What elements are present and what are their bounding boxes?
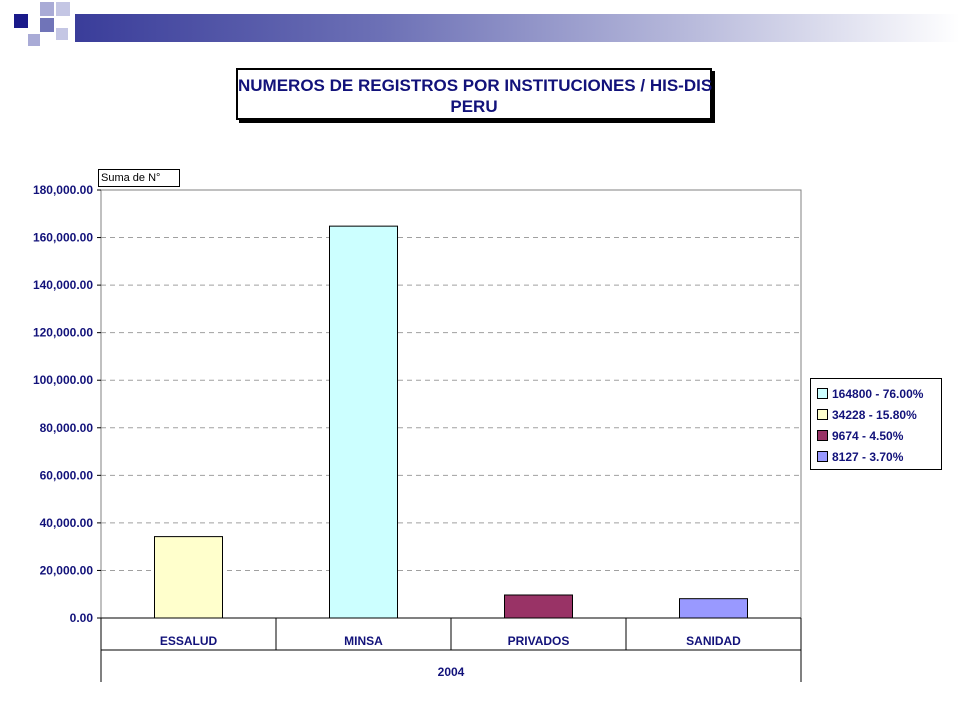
header-square-light [56, 2, 70, 16]
legend-item: 9674 - 4.50% [817, 425, 941, 446]
header-square-light [40, 2, 54, 16]
bar-sanidad [679, 598, 748, 619]
x-category-label: PRIVADOS [508, 634, 570, 648]
legend: 164800 - 76.00% 34228 - 15.80% 9674 - 4.50… [810, 378, 942, 470]
y-tick-label: 40,000.00 [40, 516, 94, 530]
y-tick-label: 140,000.00 [33, 278, 93, 292]
legend-swatch [817, 409, 828, 420]
x-category-label: MINSA [344, 634, 383, 648]
legend-swatch [817, 451, 828, 462]
header-square-mid [40, 18, 54, 32]
header-band [75, 14, 960, 42]
header-square-light [28, 34, 40, 46]
legend-label: 164800 - 76.00% [832, 386, 924, 401]
bar-essalud [154, 536, 223, 619]
legend-label: 34228 - 15.80% [832, 407, 917, 422]
bar-minsa [329, 225, 398, 619]
legend-label: 9674 - 4.50% [832, 428, 904, 443]
bar-privados [504, 594, 573, 619]
bars [154, 225, 748, 619]
grid-lines [101, 237, 801, 571]
header-square-light [56, 28, 68, 40]
x-category-label: SANIDAD [686, 634, 741, 648]
x-axis: ESSALUD MINSA PRIVADOS SANIDAD 2004 [100, 617, 802, 682]
y-tick-label: 180,000.00 [33, 183, 93, 197]
x-category-label: ESSALUD [160, 634, 218, 648]
legend-swatch [817, 388, 828, 399]
header-square-dark [14, 14, 28, 28]
y-tick-label: 20,000.00 [40, 563, 94, 577]
chart-title-line2: PERU [450, 97, 498, 116]
legend-item: 34228 - 15.80% [817, 404, 941, 425]
measure-label: Suma de N° [98, 169, 180, 187]
legend-swatch [817, 430, 828, 441]
x-group-label: 2004 [438, 665, 465, 679]
legend-item: 164800 - 76.00% [817, 383, 941, 404]
y-axis-ticks: 0.00 20,000.00 40,000.00 60,000.00 80,000.00… [33, 183, 101, 625]
y-tick-label: 120,000.00 [33, 326, 93, 340]
y-tick-label: 80,000.00 [40, 421, 94, 435]
legend-item: 8127 - 3.70% [817, 446, 941, 467]
y-tick-label: 60,000.00 [40, 468, 94, 482]
legend-label: 8127 - 3.70% [832, 449, 904, 464]
y-tick-label: 100,000.00 [33, 373, 93, 387]
y-tick-label: 0.00 [70, 611, 94, 625]
y-tick-label: 160,000.00 [33, 231, 93, 245]
chart-title: NUMEROS DE REGISTROS POR INSTITUCIONES /… [236, 68, 712, 120]
chart-title-line1: NUMEROS DE REGISTROS POR INSTITUCIONES /… [238, 76, 713, 95]
